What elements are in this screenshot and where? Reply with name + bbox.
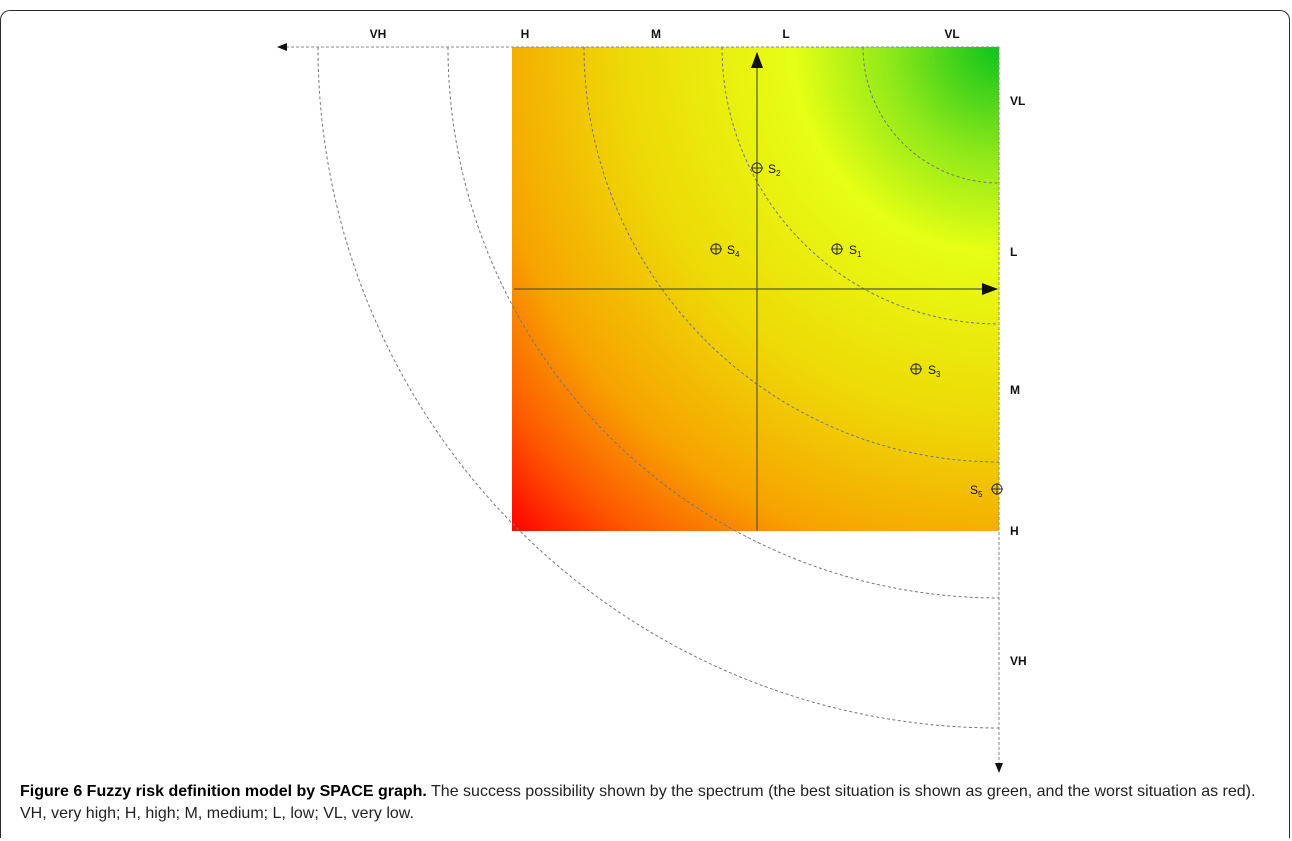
right-label-h: H [1010, 524, 1019, 538]
point-s5 [991, 483, 1003, 495]
point-label-s2: S2 [768, 162, 781, 178]
top-label-m: M [651, 27, 661, 41]
iso-risk-arcs [317, 46, 1000, 729]
figure-caption-title: Figure 6 Fuzzy risk definition model by … [20, 783, 427, 800]
point-s1 [831, 243, 843, 255]
point-label-s3: S3 [928, 363, 941, 379]
arc-l [721, 46, 1000, 325]
arc-vl [862, 46, 1000, 184]
top-label-vh: VH [370, 27, 387, 41]
right-label-l: L [1010, 245, 1017, 259]
point-s2 [751, 162, 763, 174]
point-s3 [910, 363, 922, 375]
top-label-h: H [521, 27, 530, 41]
arc-m [583, 46, 1000, 463]
point-label-s5: S5 [970, 483, 983, 499]
point-label-s4: S4 [727, 243, 740, 259]
top-label-l: L [782, 27, 789, 41]
right-label-vl: VL [1010, 94, 1025, 108]
point-label-s1: S1 [849, 243, 862, 259]
top-label-vl: VL [944, 27, 959, 41]
right-label-vh: VH [1010, 654, 1027, 668]
figure-frame [0, 10, 1290, 838]
point-s4 [710, 243, 722, 255]
arc-vh [317, 46, 1000, 729]
right-label-m: M [1010, 383, 1020, 397]
figure-caption: Figure 6 Fuzzy risk definition model by … [20, 781, 1275, 825]
arc-h [447, 46, 1000, 599]
figure-caption-text: The success possibility shown by the spe… [20, 783, 1256, 822]
